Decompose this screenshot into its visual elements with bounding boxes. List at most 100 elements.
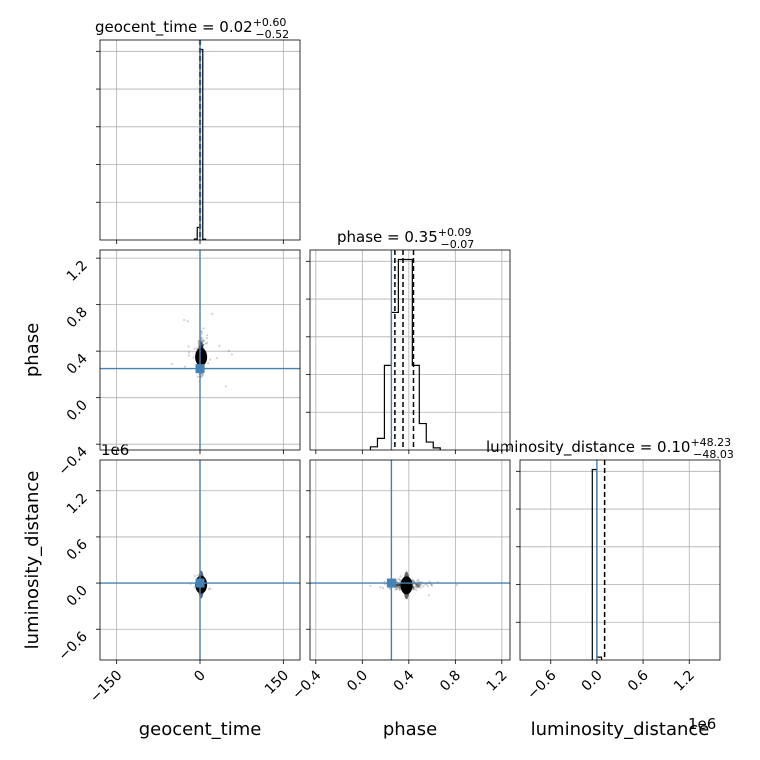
sample-point [192, 356, 195, 359]
sample-point [201, 337, 204, 340]
sample-point [417, 584, 420, 587]
sample-point [415, 584, 418, 587]
ytick-label-luminosity-distance: 0.0 [64, 583, 91, 610]
sample-point [394, 588, 397, 591]
sample-point [395, 584, 398, 587]
sample-point [398, 578, 402, 582]
xlabel-geocent-time: geocent_time [139, 719, 262, 740]
sample-point [388, 587, 391, 591]
sample-point [417, 585, 420, 588]
ytick-label-phase: 0.4 [64, 351, 91, 378]
sample-point [415, 584, 418, 587]
sample-point [209, 358, 212, 361]
title-geocent-time: geocent_time = 0.02+0.60 −0.52 [95, 16, 289, 41]
sample-point [416, 580, 419, 583]
xtick-label-luminosity_distance: −0.6 [524, 667, 559, 702]
panel-geocent_time-vs-luminosity_distance [96, 459, 301, 664]
sample-point [207, 588, 211, 591]
sample-point [430, 583, 433, 586]
sample-point [412, 586, 415, 589]
truth-marker [195, 364, 205, 374]
sample-point [200, 338, 203, 342]
sample-point [426, 584, 430, 588]
sample-point [227, 349, 230, 352]
sample-point [398, 587, 401, 590]
sample-point [187, 351, 191, 354]
panel-luminosity_distance-hist [516, 459, 721, 664]
sample-point [183, 365, 186, 368]
xtick-label-luminosity_distance: 1.2 [671, 668, 698, 695]
xtick-label-geocent_time: −150 [87, 668, 126, 707]
sample-point [204, 342, 207, 345]
sample-point [411, 588, 414, 591]
sample-point [416, 585, 419, 588]
sample-point [412, 579, 415, 582]
sample-point [417, 585, 420, 588]
sample-point [183, 318, 186, 322]
panel-geocent_time-vs-phase [96, 249, 301, 454]
sample-point [170, 363, 174, 366]
sample-point [398, 584, 401, 587]
sample-point [197, 340, 200, 343]
sample-point [200, 332, 204, 335]
sample-point [196, 375, 199, 378]
sample-point [383, 580, 386, 583]
sample-point [417, 583, 420, 586]
sample-point [193, 574, 197, 577]
xtick-label-phase: 0.0 [344, 668, 371, 695]
sample-point [395, 580, 398, 583]
sample-point [397, 577, 400, 581]
sample-point [399, 575, 402, 578]
sample-point [395, 587, 398, 591]
sample-point [379, 586, 382, 589]
sample-point [201, 373, 205, 376]
axes-frame [309, 459, 511, 661]
sample-point [206, 334, 209, 337]
sample-point [397, 585, 400, 588]
sample-point [417, 578, 420, 582]
sample-point [430, 584, 433, 587]
sample-point [415, 584, 419, 587]
sample-point [412, 587, 415, 590]
sample-point [369, 584, 372, 588]
sample-point [421, 585, 425, 588]
sample-point [200, 375, 203, 378]
ylabel-luminosity-distance: luminosity_distance [22, 471, 43, 650]
sample-point [427, 594, 431, 597]
sample-point [396, 583, 399, 586]
scatter-cloud [369, 571, 458, 600]
sample-point [397, 584, 400, 587]
sample-point [419, 583, 422, 587]
sample-point [396, 585, 399, 589]
sample-point [230, 353, 233, 356]
sample-point [397, 584, 401, 587]
axes-frame [309, 249, 511, 451]
sample-point [202, 339, 205, 342]
sample-point [396, 583, 400, 586]
sample-point [413, 588, 416, 591]
sample-point [396, 585, 400, 588]
sample-point [193, 347, 196, 350]
xlabel-luminosity-distance: luminosity_distance [531, 719, 710, 740]
axes-frame [519, 459, 721, 661]
sample-point [418, 583, 421, 586]
sample-point [205, 341, 209, 344]
sample-point [202, 339, 205, 343]
sample-point [411, 578, 414, 582]
sample-point [413, 586, 416, 589]
sample-point [201, 374, 204, 377]
ytick-label-luminosity-distance: −0.6 [55, 629, 90, 664]
xtick-label-geocent_time: 0 [191, 668, 209, 686]
title-phase: phase = 0.35+0.09 −0.07 [337, 226, 474, 251]
sample-point [187, 345, 190, 348]
sample-point [417, 585, 420, 588]
sample-point [415, 588, 418, 591]
xtick-label-phase: −0.4 [289, 667, 324, 702]
sample-point [398, 586, 401, 589]
truth-marker [195, 578, 205, 588]
sample-point [196, 573, 199, 577]
xtick-label-luminosity_distance: 0.6 [625, 667, 652, 694]
sample-point [398, 587, 401, 590]
sample-point [395, 583, 398, 587]
panel-phase-vs-luminosity_distance [306, 459, 511, 664]
